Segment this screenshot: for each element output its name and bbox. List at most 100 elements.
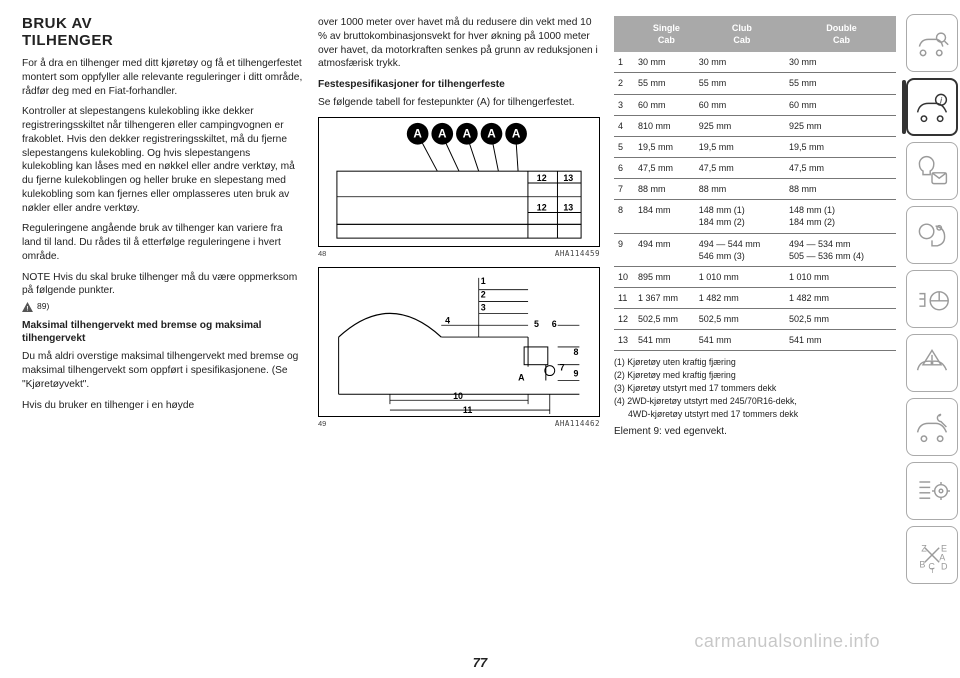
- svg-text:!: !: [26, 305, 28, 312]
- note-prefix: NOTE: [22, 272, 50, 283]
- para: Kontroller at slepestangens kulekobling …: [22, 105, 304, 215]
- table-cell: 47,5 mm: [697, 157, 787, 178]
- figure-49-num: 49: [318, 419, 326, 429]
- table-cell: 502,5 mm: [787, 309, 896, 330]
- figure-48-bubbles: A A A A A: [407, 123, 527, 145]
- table-cell: 541 mm: [636, 330, 697, 351]
- spec-table-header: DoubleCab: [787, 16, 896, 52]
- table-cell: 47,5 mm: [636, 157, 697, 178]
- table-row: 12502,5 mm502,5 mm502,5 mm: [614, 309, 896, 330]
- subheading: Maksimal tilhengervekt med bremse og mak…: [22, 319, 304, 347]
- tab-vehicle-info-icon[interactable]: i: [906, 78, 958, 136]
- table-cell: 4: [614, 115, 636, 136]
- tab-lights-messages-icon[interactable]: [906, 142, 958, 200]
- table-cell: 3: [614, 94, 636, 115]
- svg-text:A: A: [438, 126, 447, 140]
- table-cell: 494 mm: [636, 233, 697, 266]
- note-para: NOTE Hvis du skal bruke tilhenger må du …: [22, 271, 304, 299]
- table-cell: 7: [614, 179, 636, 200]
- column-1: BRUK AV TILHENGER For å dra en tilhenger…: [22, 16, 304, 670]
- table-row: 519,5 mm19,5 mm19,5 mm: [614, 136, 896, 157]
- table-cell: 5: [614, 136, 636, 157]
- table-cell: 11: [614, 287, 636, 308]
- svg-text:A: A: [487, 126, 496, 140]
- table-cell: 2: [614, 73, 636, 94]
- table-cell: 55 mm: [697, 73, 787, 94]
- after-notes: Element 9: ved egenvekt.: [614, 425, 896, 439]
- spec-table-header: SingleCab: [636, 16, 697, 52]
- table-footnote: (3) Kjøretøy utstyrt med 17 tommers dekk: [614, 383, 896, 395]
- table-cell: 8: [614, 200, 636, 233]
- svg-text:10: 10: [453, 391, 463, 401]
- svg-text:11: 11: [463, 405, 472, 415]
- table-row: 130 mm30 mm30 mm: [614, 52, 896, 73]
- tab-index-icon[interactable]: ZBEADCT: [906, 526, 958, 584]
- table-cell: 502,5 mm: [636, 309, 697, 330]
- heading-line-2: TILHENGER: [22, 32, 113, 49]
- table-cell: 30 mm: [697, 52, 787, 73]
- svg-text:5: 5: [534, 319, 539, 329]
- table-row: 8184 mm148 mm (1)184 mm (2)148 mm (1)184…: [614, 200, 896, 233]
- warning-ref-line: ! 89): [22, 301, 304, 312]
- svg-text:4: 4: [445, 315, 450, 325]
- tab-search-vehicle-icon[interactable]: [906, 14, 958, 72]
- page-heading: BRUK AV TILHENGER: [22, 16, 304, 49]
- figure-48: A A A A A 12 13 12: [318, 117, 600, 259]
- tab-warning-vehicle-icon[interactable]: [906, 334, 958, 392]
- table-cell: 1 482 mm: [697, 287, 787, 308]
- table-cell: 55 mm: [787, 73, 896, 94]
- figure-49-code: AHA114462: [555, 419, 600, 429]
- svg-text:3: 3: [481, 302, 486, 312]
- tab-airbag-seat-icon[interactable]: [906, 206, 958, 264]
- table-cell: 13: [614, 330, 636, 351]
- figure-49-box: 1 2 3 4 5 6 7 8 9 10 11 A: [318, 267, 600, 417]
- figure-48-box: A A A A A 12 13 12: [318, 117, 600, 247]
- svg-text:T: T: [930, 566, 935, 573]
- svg-text:1: 1: [481, 276, 486, 286]
- svg-text:D: D: [941, 561, 948, 571]
- para: Reguleringene angående bruk av tilhenger…: [22, 222, 304, 263]
- table-cell: 1 367 mm: [636, 287, 697, 308]
- table-cell: 30 mm: [787, 52, 896, 73]
- para: For å dra en tilhenger med ditt kjøretøy…: [22, 57, 304, 98]
- svg-text:A: A: [463, 126, 472, 140]
- warning-triangle-icon: !: [22, 302, 33, 312]
- table-cell: 6: [614, 157, 636, 178]
- table-row: 111 367 mm1 482 mm1 482 mm: [614, 287, 896, 308]
- spec-table-header: ClubCab: [697, 16, 787, 52]
- tab-service-icon[interactable]: [906, 398, 958, 456]
- table-row: 647,5 mm47,5 mm47,5 mm: [614, 157, 896, 178]
- table-cell: 47,5 mm: [787, 157, 896, 178]
- spec-table-header: [614, 16, 636, 52]
- figure-48-code: AHA114459: [555, 249, 600, 259]
- table-row: 788 mm88 mm88 mm: [614, 179, 896, 200]
- table-footnote: (1) Kjøretøy uten kraftig fjæring: [614, 357, 896, 369]
- svg-text:13: 13: [563, 173, 573, 183]
- table-cell: 148 mm (1)184 mm (2): [697, 200, 787, 233]
- svg-text:12: 12: [537, 173, 547, 183]
- table-cell: 494 — 544 mm546 mm (3): [697, 233, 787, 266]
- warning-ref: 89): [37, 301, 49, 312]
- table-cell: 19,5 mm: [636, 136, 697, 157]
- svg-text:A: A: [512, 126, 521, 140]
- para: Se følgende tabell for festepunkter (A) …: [318, 96, 600, 110]
- para: Du må aldri overstige maksimal tilhenger…: [22, 350, 304, 391]
- tab-specs-settings-icon[interactable]: [906, 462, 958, 520]
- figure-49: 1 2 3 4 5 6 7 8 9 10 11 A: [318, 267, 600, 429]
- table-cell: 1 010 mm: [787, 266, 896, 287]
- table-cell: 1: [614, 52, 636, 73]
- svg-text:i: i: [940, 95, 943, 105]
- heading-line-1: BRUK AV: [22, 15, 92, 32]
- table-cell: 88 mm: [636, 179, 697, 200]
- table-cell: 60 mm: [787, 94, 896, 115]
- figure-48-svg: A A A A A 12 13 12: [319, 118, 599, 246]
- table-cell: 925 mm: [787, 115, 896, 136]
- table-footnotes: (1) Kjøretøy uten kraftig fjæring(2) Kjø…: [614, 357, 896, 420]
- tab-driving-icon[interactable]: [906, 270, 958, 328]
- table-cell: 9: [614, 233, 636, 266]
- table-cell: 541 mm: [787, 330, 896, 351]
- svg-text:A: A: [413, 126, 422, 140]
- note-body: Hvis du skal bruke tilhenger må du være …: [22, 272, 297, 297]
- svg-text:6: 6: [552, 319, 557, 329]
- table-cell: 88 mm: [697, 179, 787, 200]
